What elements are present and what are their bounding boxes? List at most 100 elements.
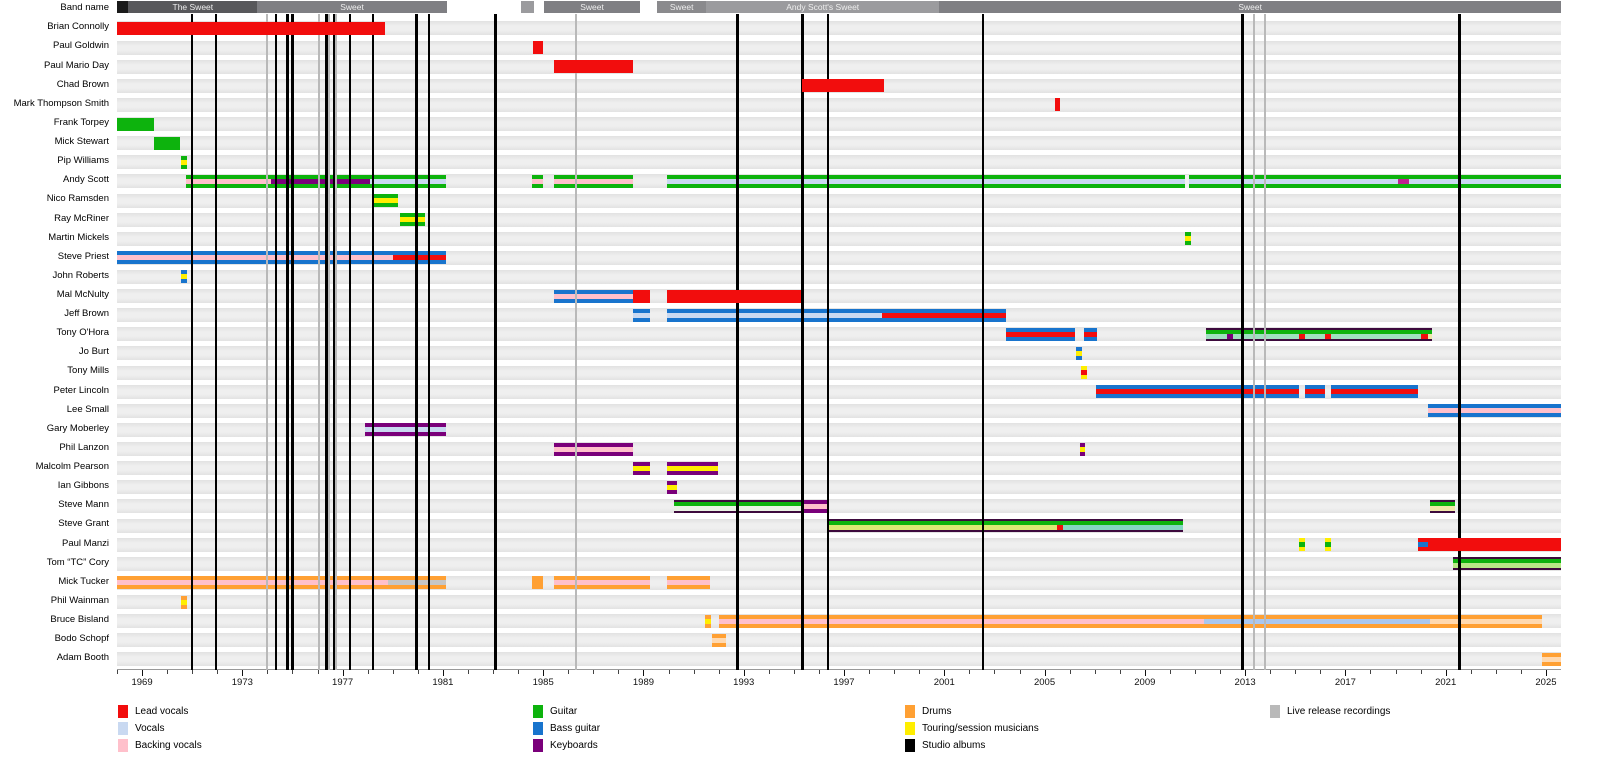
x-axis-minor-tick [919,670,921,674]
x-axis-minor-tick [192,670,194,674]
member-name-label: Bodo Schopf [54,633,109,645]
x-axis-major-tick [442,670,444,676]
x-axis-tick-label: 1997 [833,677,855,688]
legend-item: Studio albums [905,737,985,753]
timeline-bar [180,270,187,284]
member-name-label: Paul Goldwin [53,40,109,52]
band-name-era-segment: The Sweet [128,1,258,13]
timeline-bar [154,136,180,150]
timeline-bar [633,461,651,475]
x-axis-tick-label: 1993 [733,677,755,688]
x-axis-major-tick [1144,670,1146,676]
x-axis-tick-label: 2005 [1033,677,1056,688]
legend-item-label: Vocals [135,722,165,734]
x-axis-minor-tick [1420,670,1422,674]
timeline-row-background [117,422,1561,437]
timeline-bar-stripe [180,274,187,280]
timeline-bar [1427,538,1561,552]
member-name-label: Paul Manzi [62,537,109,549]
timeline-bar-stripe [667,580,710,586]
timeline-bar-stripe [392,255,446,261]
x-axis-minor-tick [217,670,219,674]
member-name-label: John Roberts [52,269,109,281]
timeline-bar-stripe [372,198,398,203]
x-axis-major-tick [1545,670,1547,676]
timeline-bar [1096,385,1299,399]
timeline-row-background [117,556,1561,571]
timeline-bar-stripe [1398,178,1410,184]
timeline-bar [531,174,544,188]
x-axis-minor-tick [969,670,971,674]
timeline-bar [1054,98,1061,112]
timeline-row-background [117,480,1561,495]
studio-album-line [1458,14,1461,670]
timeline-bar [1079,442,1086,456]
timeline-bar-stripe [553,178,634,184]
timeline-bar [1206,327,1432,341]
x-axis: 1969 1973 1977 1981 1985 1989 1993 1997 2001 2005… [117,669,1561,695]
studio-album-line [291,14,294,670]
legend: Lead vocals Vocals Backing vocals Guitar Bas… [0,703,1600,773]
timeline-bar-stripe [633,465,651,471]
x-axis-minor-tick [292,670,294,674]
timeline-row-background [117,155,1561,170]
timeline-row-background [117,461,1561,476]
timeline-row-background [117,652,1561,667]
x-axis-tick-label: 1969 [131,677,153,688]
x-axis-minor-tick [367,670,369,674]
studio-album-line [1241,14,1244,670]
timeline-bar [667,174,1561,188]
member-name-label: Malcolm Pearson [35,461,109,473]
timeline-bar-stripe [1305,389,1325,395]
legend-item: Lead vocals [118,703,188,719]
legend-item: Vocals [118,720,164,736]
legend-color-swatch [533,738,543,752]
x-axis-tick-label: 1985 [532,677,554,688]
timeline-bar-stripe [1298,542,1306,548]
timeline-bar-stripe [633,312,651,318]
timeline-bar-stripe [180,599,187,605]
band-name-era-segment: Andy Scott's Sweet [706,1,940,13]
band-name-era-segment: Sweet [257,1,447,13]
studio-album-line [371,14,374,670]
studio-album-line [494,14,497,670]
timeline-bar-stripe [365,427,446,433]
timeline-bar-stripe [553,293,634,299]
timeline-bar [553,174,634,188]
x-axis-minor-tick [793,670,795,674]
studio-album-line [427,14,431,670]
timeline-bar-stripe [712,637,727,643]
x-axis-minor-tick [1370,670,1372,674]
timeline-bar [553,289,634,303]
x-axis-minor-tick [317,670,319,674]
timeline-bar [365,423,446,437]
legend-item-label: Lead vocals [135,705,189,717]
live-recording-line [317,14,320,670]
timeline-bar-stripe [1062,525,1184,531]
x-axis-minor-tick [1094,670,1096,674]
x-axis-tick-label: 2013 [1234,677,1256,688]
timeline-bar-stripe [667,312,882,318]
timeline-row-background [117,40,1561,55]
member-name-label: Phil Wainman [50,594,109,606]
member-name-label: Pip Williams [57,155,109,167]
studio-album-line [214,14,218,670]
band-name-era-label: Sweet [669,2,694,12]
member-name-label: Paul Mario Day [44,59,109,71]
timeline-bar [185,174,446,188]
timeline-bar-stripe [1324,542,1332,548]
x-axis-minor-tick [1270,670,1272,674]
timeline-row-background [117,442,1561,457]
timeline-bar-stripe [802,503,827,509]
x-axis-minor-tick [167,670,169,674]
timeline-bar [400,213,426,227]
timeline-bar [117,251,446,265]
timeline-bar-stripe [667,484,678,490]
x-axis-minor-tick [392,670,394,674]
studio-album-line [415,14,418,670]
timeline-bar [1076,346,1083,360]
timeline-bar-stripe [667,465,718,471]
timeline-bar-stripe [117,580,388,586]
timeline-bar [1417,538,1428,552]
